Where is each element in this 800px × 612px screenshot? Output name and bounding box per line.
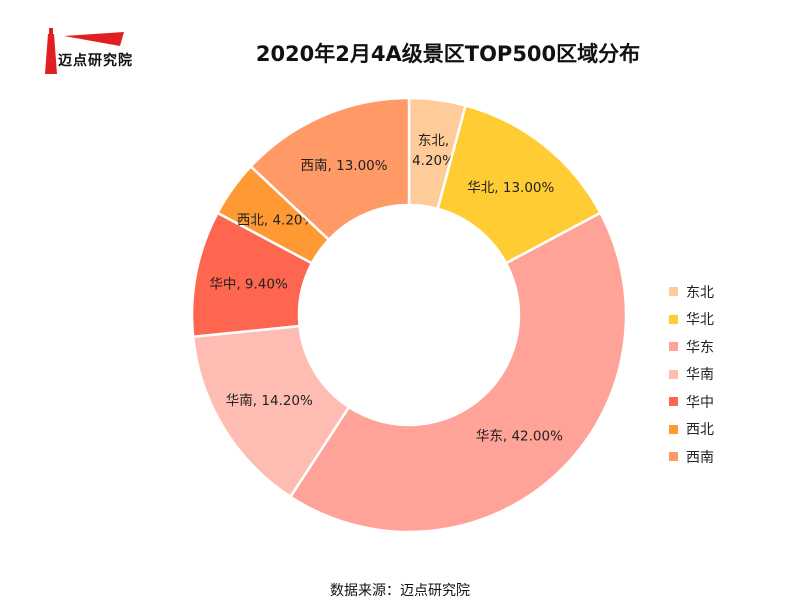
legend-item: 华东	[669, 333, 714, 361]
logo: 迈点研究院	[40, 24, 140, 79]
legend-label: 华南	[686, 367, 714, 384]
data-label: 华北, 13.00%	[467, 180, 554, 196]
data-label: 华南, 14.20%	[226, 393, 313, 409]
legend-swatch	[669, 287, 678, 297]
legend-label: 华北	[686, 312, 714, 329]
legend-label: 西北	[686, 422, 714, 439]
legend-swatch	[669, 452, 678, 462]
legend-item: 华南	[669, 361, 714, 389]
legend-swatch	[669, 397, 678, 407]
legend-label: 西南	[686, 449, 714, 466]
chart-title: 2020年2月4A级景区TOP500区域分布	[255, 42, 641, 66]
legend-item: 西北	[669, 416, 714, 444]
logo-text: 迈点研究院	[58, 53, 133, 69]
slice-西南	[249, 96, 411, 242]
legend-item: 东北	[669, 278, 714, 306]
data-label: 东北, 4.20%	[412, 133, 455, 169]
data-label: 西北, 4.20%	[237, 213, 316, 229]
legend: 东北华北华东华南华中西北西南	[669, 278, 714, 471]
source-note: 数据来源：迈点研究院	[330, 583, 470, 599]
legend-swatch	[669, 424, 678, 434]
legend-swatch	[669, 342, 678, 352]
legend-label: 华中	[686, 394, 714, 411]
slice-华东	[288, 211, 628, 534]
data-label: 西南, 13.00%	[301, 158, 388, 174]
legend-label: 东北	[686, 284, 714, 301]
lighthouse-logo-icon	[45, 28, 124, 74]
legend-item: 华北	[669, 306, 714, 334]
legend-item: 西南	[669, 443, 714, 471]
legend-label: 华东	[686, 339, 714, 356]
legend-swatch	[669, 369, 678, 379]
legend-swatch	[669, 314, 678, 324]
legend-item: 华中	[669, 388, 714, 416]
data-label: 华中, 9.40%	[209, 276, 288, 292]
data-label: 华东, 42.00%	[476, 429, 563, 445]
